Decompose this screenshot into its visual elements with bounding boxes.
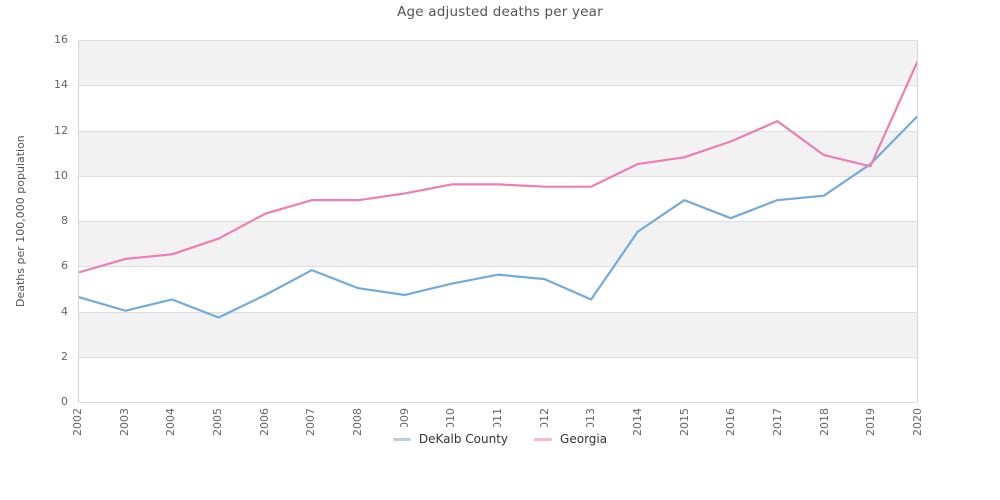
legend-item-georgia: Georgia xyxy=(534,432,607,446)
gridline xyxy=(79,356,917,358)
y-tick-label: 10 xyxy=(54,168,68,182)
plot-band xyxy=(79,175,917,221)
gridline xyxy=(79,311,917,313)
y-tick-label: 8 xyxy=(61,214,68,227)
y-tick-label: 16 xyxy=(54,33,68,46)
x-tick-label: 2005 xyxy=(211,408,224,436)
plot-band xyxy=(79,85,917,131)
gridline xyxy=(79,221,917,222)
plot-band xyxy=(79,40,917,86)
plot-band xyxy=(79,356,917,402)
chart-title: Age adjusted deaths per year xyxy=(397,4,603,20)
gridline xyxy=(79,175,917,177)
gridline xyxy=(79,402,917,403)
y-tick-label: 14 xyxy=(54,78,68,92)
plot-band xyxy=(79,221,917,267)
legend-line-swatch xyxy=(534,437,553,441)
legend: DeKalb County Georgia xyxy=(378,427,622,451)
x-tick-label: 2017 xyxy=(771,408,784,436)
x-tick-label: 2004 xyxy=(164,408,178,436)
x-tick-label: 2008 xyxy=(351,408,364,436)
x-tick-label: 2016 xyxy=(724,408,738,436)
legend-line-swatch xyxy=(392,437,411,441)
x-tick-label: 2002 xyxy=(71,408,84,436)
gridline xyxy=(79,266,917,268)
y-tick-label: 12 xyxy=(54,123,68,137)
x-tick-label: 2006 xyxy=(257,408,271,436)
series-line-georgia xyxy=(79,61,917,274)
y-tick-label: 0 xyxy=(61,395,68,408)
gridline xyxy=(79,130,917,132)
series-lines xyxy=(79,61,917,319)
legend-item-dekalb-county: DeKalb County xyxy=(392,432,509,446)
x-tick-label: 2018 xyxy=(817,408,831,436)
y-tick-label: 6 xyxy=(61,259,68,273)
x-tick-label: 2014 xyxy=(631,408,644,436)
gridline xyxy=(79,85,917,87)
x-tick-label: 2003 xyxy=(117,408,131,436)
plot-band xyxy=(79,311,917,357)
x-tick-label: 2007 xyxy=(304,408,318,436)
x-tick-label: 2020 xyxy=(911,408,924,436)
y-tick-label: 4 xyxy=(61,304,68,318)
plot-area xyxy=(78,40,918,403)
legend-label: Georgia xyxy=(560,432,608,446)
x-tick-label: 2019 xyxy=(864,408,878,436)
gridline xyxy=(79,40,917,41)
y-tick-label: 2 xyxy=(61,349,68,363)
x-tick-label: 2015 xyxy=(677,408,691,436)
legend-label: DeKalb County xyxy=(418,432,509,446)
series-line-dekalb-county xyxy=(79,115,917,319)
plot-band xyxy=(79,130,917,176)
